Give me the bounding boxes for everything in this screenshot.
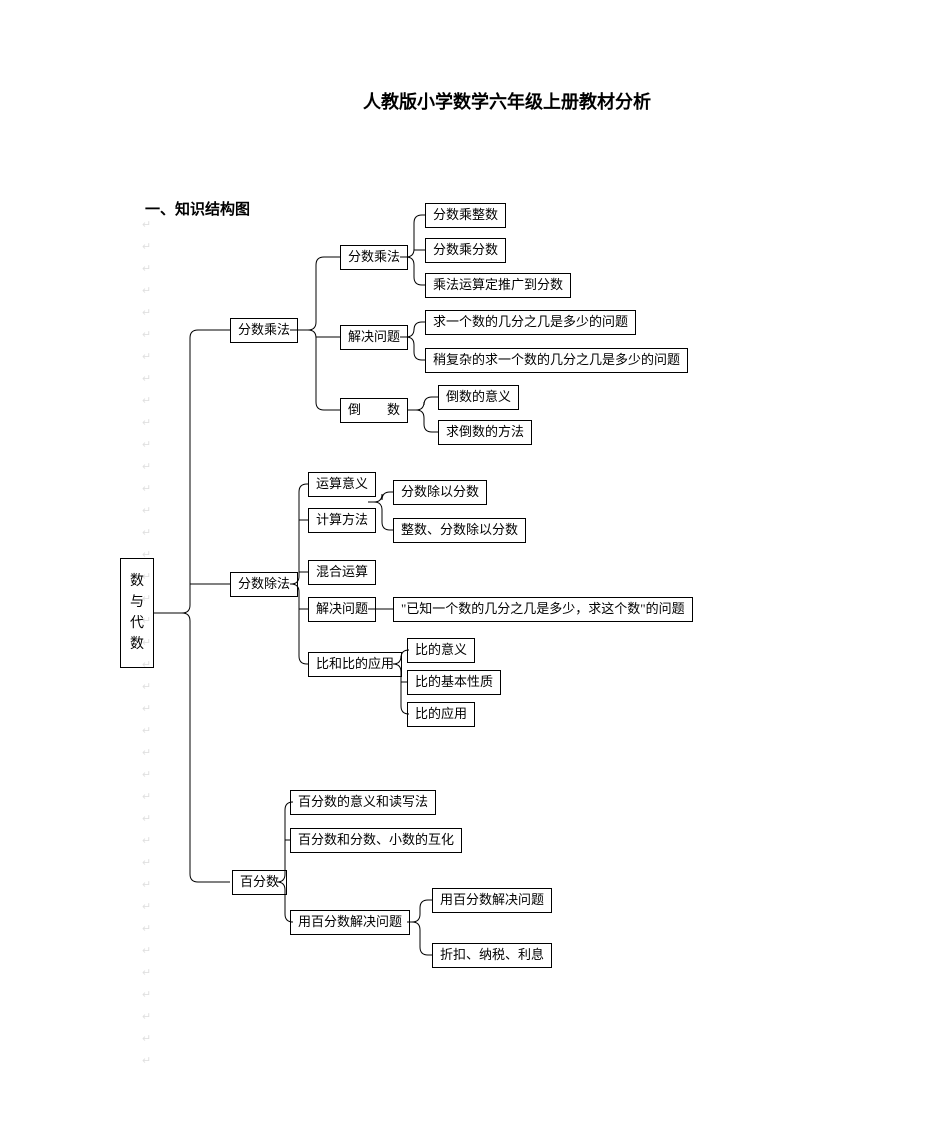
edges-svg bbox=[0, 0, 945, 1123]
